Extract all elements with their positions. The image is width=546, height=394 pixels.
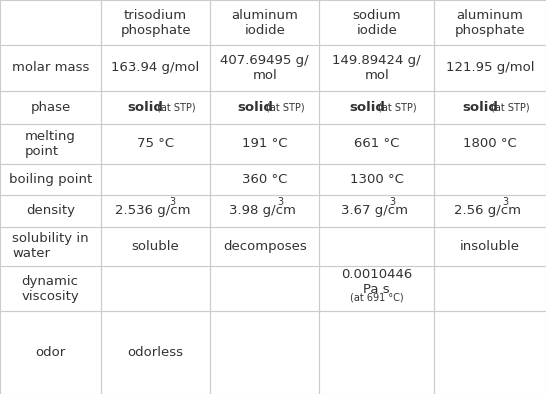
Bar (434, 164, 546, 195)
Bar (0, 0, 101, 45)
Bar (210, 227, 319, 266)
Text: sodium
iodide: sodium iodide (352, 9, 401, 37)
Bar (210, 91, 319, 124)
Bar (210, 0, 319, 45)
Bar (0, 311, 101, 394)
Text: odor: odor (35, 346, 66, 359)
Bar (434, 266, 546, 311)
Text: (at STP): (at STP) (266, 102, 305, 112)
Text: (at STP): (at STP) (157, 102, 195, 112)
Text: 3: 3 (502, 197, 508, 207)
Text: 661 °C: 661 °C (354, 138, 400, 150)
Text: (at STP): (at STP) (378, 102, 417, 112)
Text: odorless: odorless (128, 346, 183, 359)
Bar (319, 45, 434, 91)
Text: 407.69495 g/
mol: 407.69495 g/ mol (221, 54, 309, 82)
Bar (319, 227, 434, 266)
Bar (210, 45, 319, 91)
Bar (0, 91, 101, 124)
Text: insoluble: insoluble (460, 240, 520, 253)
Text: solid: solid (349, 101, 385, 114)
Text: 191 °C: 191 °C (242, 138, 288, 150)
Bar (434, 0, 546, 45)
Bar (0, 45, 101, 91)
Text: 3.67 g/cm: 3.67 g/cm (341, 204, 407, 217)
Text: molar mass: molar mass (12, 61, 89, 74)
Bar (101, 164, 210, 195)
Text: (at 691 °C): (at 691 °C) (350, 292, 403, 302)
Text: trisodium
phosphate: trisodium phosphate (120, 9, 191, 37)
Bar (101, 91, 210, 124)
Bar (101, 227, 210, 266)
Text: solid: solid (237, 101, 273, 114)
Bar (319, 91, 434, 124)
Bar (0, 195, 101, 227)
Bar (101, 45, 210, 91)
Text: aluminum
iodide: aluminum iodide (232, 9, 298, 37)
Bar (101, 0, 210, 45)
Bar (319, 195, 434, 227)
Bar (210, 266, 319, 311)
Bar (434, 91, 546, 124)
Bar (319, 124, 434, 164)
Text: aluminum
phosphate: aluminum phosphate (455, 9, 525, 37)
Bar (101, 124, 210, 164)
Bar (101, 195, 210, 227)
Text: 3: 3 (389, 197, 395, 207)
Text: 121.95 g/mol: 121.95 g/mol (446, 61, 535, 74)
Bar (210, 124, 319, 164)
Text: 3.98 g/cm: 3.98 g/cm (229, 204, 295, 217)
Bar (101, 266, 210, 311)
Text: decomposes: decomposes (223, 240, 307, 253)
Text: soluble: soluble (132, 240, 180, 253)
Bar (319, 164, 434, 195)
Text: phase: phase (31, 101, 70, 114)
Bar (434, 311, 546, 394)
Text: 3: 3 (277, 197, 283, 207)
Bar (319, 0, 434, 45)
Text: solid: solid (128, 101, 164, 114)
Text: 149.89424 g/
mol: 149.89424 g/ mol (333, 54, 421, 82)
Text: 0.0010446
Pa s: 0.0010446 Pa s (341, 268, 412, 296)
Text: 3: 3 (169, 197, 176, 207)
Bar (210, 164, 319, 195)
Text: density: density (26, 204, 75, 217)
Text: 1300 °C: 1300 °C (350, 173, 403, 186)
Bar (210, 195, 319, 227)
Bar (101, 311, 210, 394)
Bar (434, 124, 546, 164)
Bar (434, 195, 546, 227)
Bar (0, 124, 101, 164)
Bar (434, 227, 546, 266)
Text: 1800 °C: 1800 °C (463, 138, 517, 150)
Text: dynamic
viscosity: dynamic viscosity (22, 275, 79, 303)
Text: melting
point: melting point (25, 130, 76, 158)
Text: 75 °C: 75 °C (137, 138, 174, 150)
Text: (at STP): (at STP) (491, 102, 530, 112)
Text: 2.56 g/cm: 2.56 g/cm (454, 204, 521, 217)
Bar (0, 164, 101, 195)
Text: 2.536 g/cm: 2.536 g/cm (115, 204, 191, 217)
Text: solid: solid (462, 101, 498, 114)
Bar (210, 311, 319, 394)
Bar (319, 266, 434, 311)
Bar (0, 266, 101, 311)
Bar (434, 45, 546, 91)
Text: boiling point: boiling point (9, 173, 92, 186)
Text: 360 °C: 360 °C (242, 173, 288, 186)
Text: solubility in
water: solubility in water (12, 232, 89, 260)
Bar (0, 227, 101, 266)
Bar (319, 311, 434, 394)
Text: 163.94 g/mol: 163.94 g/mol (111, 61, 200, 74)
